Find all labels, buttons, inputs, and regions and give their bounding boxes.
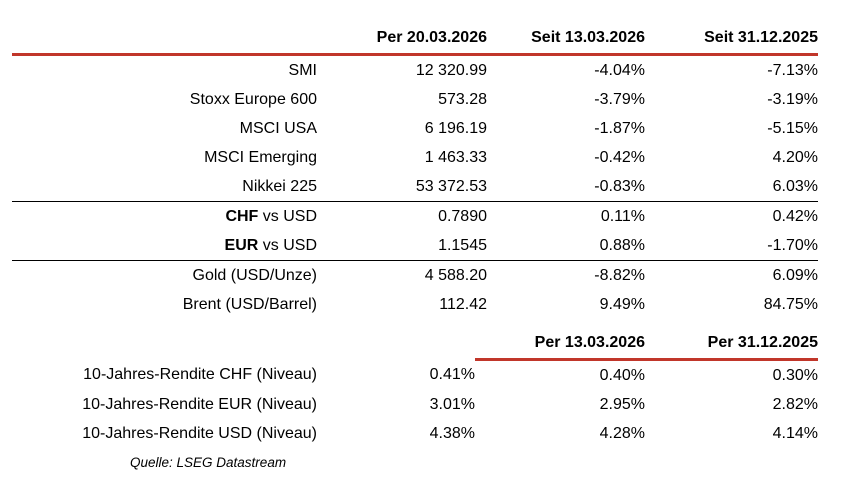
table-row-yield-eur: 10-Jahres-Rendite EUR (Niveau) 3.01% 2.9… — [12, 390, 818, 419]
row-label: 10-Jahres-Rendite EUR (Niveau) — [82, 395, 317, 413]
table-row-gold: Gold (USD/Unze) 4 588.20 -8.82% 6.09% — [12, 261, 818, 291]
cell-change-week: 0.88% — [487, 231, 645, 261]
currency-code: CHF — [225, 207, 259, 225]
cell-week: 0.40% — [599, 366, 645, 384]
header-seit-ytd: Seit 31.12.2025 — [645, 20, 818, 56]
market-table-header-row: Per 20.03.2026 Seit 13.03.2026 Seit 31.1… — [12, 20, 818, 56]
row-label: SMI — [288, 61, 317, 79]
cell-change-week: -1.87% — [594, 119, 645, 137]
table-row-msci-usa: MSCI USA 6 196.19 -1.87% -5.15% — [12, 114, 818, 143]
header-seit-week: Seit 13.03.2026 — [487, 20, 645, 56]
cell-change-week: 9.49% — [599, 295, 645, 313]
header-per-ytd: Per 31.12.2025 — [645, 325, 818, 361]
table-row-chf-usd: CHF vs USD 0.7890 0.11% 0.42% — [12, 202, 818, 232]
row-label: 10-Jahres-Rendite CHF (Niveau) — [83, 365, 317, 383]
yields-table: Per 13.03.2026 Per 31.12.2025 10-Jahres-… — [12, 325, 818, 448]
row-label: CHF vs USD — [225, 207, 317, 225]
header-empty-cell — [12, 20, 317, 56]
cell-level: 1 463.33 — [424, 148, 487, 166]
table-row-yield-chf: 10-Jahres-Rendite CHF (Niveau) 0.41% 0.4… — [12, 360, 818, 391]
table-row-brent: Brent (USD/Barrel) 112.42 9.49% 84.75% — [12, 290, 818, 319]
row-label: Stoxx Europe 600 — [189, 90, 317, 108]
cell-level: 4 588.20 — [424, 266, 487, 284]
cell-level: 573.28 — [438, 90, 487, 108]
row-label: EUR vs USD — [12, 231, 317, 261]
cell-change-ytd: -3.19% — [767, 90, 818, 108]
row-label: Brent (USD/Barrel) — [182, 295, 317, 313]
market-data-table: Per 20.03.2026 Seit 13.03.2026 Seit 31.1… — [12, 20, 818, 319]
currency-code: EUR — [224, 236, 259, 254]
cell-change-week: -4.04% — [594, 61, 645, 79]
cell-level: 4.38% — [429, 424, 475, 442]
cell-week: 4.28% — [599, 424, 645, 442]
cell-ytd: 4.14% — [772, 424, 818, 442]
header-empty-cell — [317, 325, 475, 360]
cell-ytd: 2.82% — [772, 395, 818, 413]
cell-change-ytd: 6.03% — [645, 172, 818, 202]
yields-table-header-row: Per 13.03.2026 Per 31.12.2025 — [12, 325, 818, 361]
cell-week: 2.95% — [599, 395, 645, 413]
cell-change-week: 0.11% — [600, 207, 645, 225]
cell-change-ytd: -5.15% — [767, 119, 818, 137]
cell-level: 12 320.99 — [415, 61, 487, 79]
table-row-msci-emerging: MSCI Emerging 1 463.33 -0.42% 4.20% — [12, 143, 818, 172]
cell-change-ytd: 84.75% — [763, 295, 818, 313]
cell-level: 3.01% — [429, 395, 475, 413]
header-per-date: Per 20.03.2026 — [317, 20, 487, 56]
cell-change-ytd: -1.70% — [645, 231, 818, 261]
cell-change-ytd: 6.09% — [772, 266, 818, 284]
table-row-stoxx: Stoxx Europe 600 573.28 -3.79% -3.19% — [12, 85, 818, 114]
table-row-yield-usd: 10-Jahres-Rendite USD (Niveau) 4.38% 4.2… — [12, 419, 818, 448]
row-label: MSCI Emerging — [204, 148, 317, 166]
table-row-eur-usd: EUR vs USD 1.1545 0.88% -1.70% — [12, 231, 818, 261]
cell-change-week: -0.42% — [594, 148, 645, 166]
cell-change-ytd: -7.13% — [767, 61, 818, 79]
cell-change-week: -0.83% — [487, 172, 645, 202]
cell-level: 0.41% — [429, 365, 475, 383]
cell-change-week: -8.82% — [594, 266, 645, 284]
table-row-nikkei: Nikkei 225 53 372.53 -0.83% 6.03% — [12, 172, 818, 202]
cell-change-week: -3.79% — [594, 90, 645, 108]
cell-ytd: 0.30% — [772, 366, 818, 384]
cell-level: 53 372.53 — [317, 172, 487, 202]
header-empty-cell — [12, 325, 317, 360]
table-row-smi: SMI 12 320.99 -4.04% -7.13% — [12, 55, 818, 86]
cell-level: 1.1545 — [317, 231, 487, 261]
cell-change-ytd: 4.20% — [772, 148, 818, 166]
row-label: 10-Jahres-Rendite USD (Niveau) — [82, 424, 317, 442]
row-label: Nikkei 225 — [12, 172, 317, 202]
source-note: Quelle: LSEG Datastream — [130, 455, 287, 470]
cell-level: 0.7890 — [438, 207, 487, 225]
cell-level: 112.42 — [439, 295, 487, 313]
cell-level: 6 196.19 — [424, 119, 487, 137]
row-label: Gold (USD/Unze) — [192, 266, 317, 284]
cell-change-ytd: 0.42% — [772, 207, 818, 225]
header-per-week: Per 13.03.2026 — [475, 325, 645, 361]
row-label: MSCI USA — [239, 119, 317, 137]
